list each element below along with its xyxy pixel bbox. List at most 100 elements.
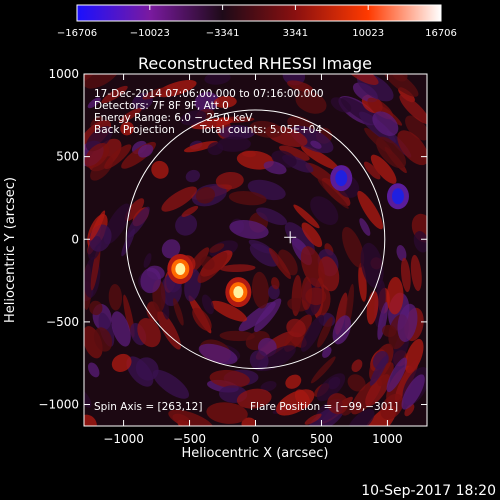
chart-title: Reconstructed RHESSI Image: [138, 54, 372, 73]
pattern-blob: [84, 142, 110, 169]
pattern-blob: [194, 91, 219, 113]
pattern-blob: [229, 220, 269, 239]
pattern-blob: [287, 80, 314, 93]
pattern-blob: [207, 142, 224, 156]
pattern-blob: [332, 315, 352, 345]
pattern-blob: [85, 126, 113, 152]
pattern-blob: [290, 125, 334, 154]
pattern-blob: [293, 204, 320, 229]
pattern-blob: [197, 251, 228, 283]
pattern-blob: [173, 298, 184, 326]
y-tick-label: −500: [46, 315, 79, 329]
pattern-blob: [87, 97, 101, 109]
pattern-blob: [352, 82, 378, 103]
pattern-blob: [310, 140, 322, 149]
y-tick-label: 1000: [48, 67, 79, 81]
pattern-blob: [317, 316, 333, 348]
pattern-blob: [84, 414, 97, 426]
pattern-blob: [183, 140, 218, 153]
pattern-blob: [180, 110, 207, 126]
pattern-blob: [140, 267, 161, 294]
pattern-blob: [282, 74, 306, 86]
pattern-blob: [209, 243, 225, 253]
annotation-block: 17-Dec-2014 07:06:00.000 to 07:16:00.000…: [94, 88, 398, 413]
colorbar-tick-label: −3341: [206, 28, 240, 39]
pattern-blob: [249, 350, 269, 371]
pattern-blob: [399, 94, 427, 125]
pattern-blob: [181, 205, 199, 217]
pattern-blob: [410, 254, 422, 292]
pattern-blob: [90, 116, 103, 128]
pattern-blob: [156, 80, 197, 98]
x-tick-label: 500: [310, 432, 333, 446]
pattern-blob: [108, 283, 123, 311]
annotation-flare-position: Flare Position = [−99,−301]: [250, 401, 398, 413]
pattern-blob: [204, 74, 231, 85]
pattern-blob: [90, 245, 101, 291]
pattern-blob: [359, 218, 371, 236]
x-axis-label: Heliocentric X (arcsec): [182, 446, 329, 461]
pattern-blob: [405, 115, 427, 141]
pattern-blob: [285, 374, 302, 389]
colorbar-tick-label: 16706: [425, 28, 457, 39]
pattern-blob: [143, 253, 152, 268]
footer-timestamp: 10-Sep-2017 18:20: [361, 483, 496, 499]
pattern-blob: [304, 413, 322, 425]
x-tick-label: −500: [173, 432, 206, 446]
pattern-blob: [347, 374, 366, 392]
pattern-blob: [157, 310, 181, 350]
pattern-blob: [275, 389, 315, 416]
pattern-blob: [137, 318, 161, 348]
pattern-blob: [330, 97, 352, 113]
y-tick-label: 500: [56, 150, 79, 164]
pattern-blob: [152, 369, 190, 399]
pattern-blob: [219, 330, 255, 342]
pattern-blob: [383, 74, 419, 97]
annotation-time-range: 17-Dec-2014 07:06:00.000 to 07:16:00.000: [94, 88, 324, 100]
pattern-blob: [253, 298, 282, 332]
annotation-spin-axis: Spin Axis = [263,12]: [94, 401, 202, 413]
pattern-blob: [386, 357, 408, 393]
pattern-blob: [370, 154, 397, 184]
pattern-blob: [377, 362, 394, 387]
pattern-blob: [300, 314, 325, 352]
pattern-blob: [87, 362, 100, 378]
y-axis-label: Heliocentric Y (arcsec): [3, 177, 18, 323]
pattern-blob: [286, 318, 306, 338]
pattern-blob: [396, 245, 407, 262]
y-tick-label: −1000: [38, 398, 79, 412]
flare-source: [175, 263, 186, 276]
pattern-blob: [369, 355, 388, 386]
pattern-blob: [213, 95, 237, 108]
colorbar-ticks: −16706 −10023 −3341 3341 10023 16706: [57, 5, 457, 39]
pattern-blob: [111, 311, 131, 347]
pattern-blob: [413, 231, 427, 253]
pattern-blob: [301, 222, 323, 248]
pattern-blob: [104, 144, 132, 170]
pattern-blob: [404, 403, 415, 417]
pattern-blob: [236, 388, 272, 409]
pattern-blob: [89, 300, 103, 316]
pattern-blob: [137, 144, 154, 158]
pattern-blob: [185, 169, 201, 183]
pattern-blob: [278, 249, 298, 276]
flare-source: [233, 286, 244, 299]
pattern-blob: [135, 357, 159, 381]
pattern-blob: [263, 161, 287, 175]
pattern-blob: [278, 145, 310, 161]
pattern-blob: [118, 107, 142, 123]
pattern-blob: [301, 276, 313, 311]
pattern-blob: [84, 74, 121, 89]
pattern-blob: [268, 247, 291, 279]
pattern-blob: [260, 380, 277, 392]
y-tick-label: 0: [71, 232, 79, 246]
pattern-blob: [210, 300, 248, 322]
pattern-blob: [380, 393, 404, 420]
pattern-blob: [249, 120, 283, 138]
pattern-blob: [249, 243, 279, 267]
pattern-blob: [310, 356, 336, 384]
pattern-blob: [89, 210, 106, 241]
pattern-blob: [196, 187, 215, 204]
annotation-detectors: Detectors: 7F 8F 9F, Att 0: [94, 100, 229, 112]
